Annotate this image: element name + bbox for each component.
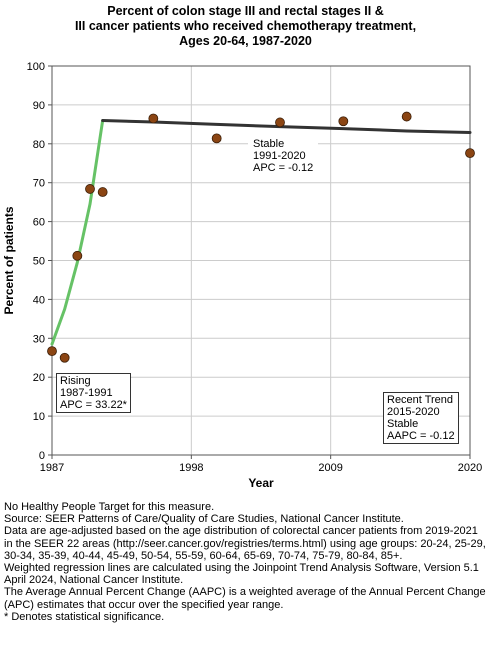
y-tick-label: 10 <box>33 411 45 423</box>
data-point <box>338 116 349 127</box>
y-tick-label: 0 <box>39 450 45 462</box>
annotation-rising-line-3: APC = 33.22* <box>60 399 127 411</box>
annotation-rising-line-2: 1987-1991 <box>60 387 113 399</box>
y-tick-label: 60 <box>33 217 45 229</box>
annotation-recent-line-3: Stable <box>387 418 419 430</box>
data-point <box>401 111 412 122</box>
y-tick-label: 80 <box>33 139 45 151</box>
x-tick-label: 2009 <box>318 462 342 474</box>
note-3: Data are age-adjusted based on the age d… <box>4 525 486 562</box>
data-point <box>148 113 159 124</box>
annotation-stable: Stable 1991-2020 APC = -0.12 <box>248 135 319 177</box>
trend-segment-2 <box>101 118 472 135</box>
annotation-rising-line-1: Rising <box>60 375 91 387</box>
annotation-recent-line-2: 2015-2020 <box>387 406 440 418</box>
annotation-stable-line-1: Stable <box>253 138 285 150</box>
x-axis-label: Year <box>248 476 274 490</box>
annotation-stable-line-3: APC = -0.12 <box>253 162 314 174</box>
y-tick-label: 40 <box>33 294 45 306</box>
note-2: Source: SEER Patterns of Care/Quality of… <box>4 513 404 526</box>
x-tick-label: 1998 <box>179 462 203 474</box>
annotation-stable-line-2: 1991-2020 <box>253 150 306 162</box>
y-axis-label: Percent of patients <box>2 206 16 314</box>
axis-ticks: 0 10 20 30 40 50 60 70 80 90 100 1987 1998 2009 2020 <box>27 61 483 474</box>
note-4: Weighted regression lines are calculated… <box>4 562 479 587</box>
note-1: No Healthy People Target for this measur… <box>4 501 215 513</box>
note-5: The Average Annual Percent Change (AAPC)… <box>4 586 486 611</box>
annotation-rising: Rising 1987-1991 APC = 33.22* <box>56 373 131 413</box>
data-points <box>47 111 475 363</box>
chart-title: Percent of colon stage III and rectal st… <box>0 4 491 49</box>
x-tick-label: 1987 <box>40 462 64 474</box>
y-tick-label: 50 <box>33 256 45 268</box>
note-6: * Denotes statistical significance. <box>4 610 165 623</box>
chart-title-line-2: III cancer patients who received chemoth… <box>74 19 417 33</box>
data-point <box>97 187 108 197</box>
data-point <box>465 148 475 159</box>
chart-title-line-1: Percent of colon stage III and rectal st… <box>107 4 384 18</box>
trend-segment-1 <box>50 118 105 346</box>
y-tick-label: 70 <box>33 178 45 190</box>
data-point <box>72 250 83 261</box>
y-tick-label: 20 <box>33 372 45 384</box>
y-tick-label: 100 <box>27 61 45 73</box>
data-point <box>85 184 95 194</box>
x-tick-label: 2020 <box>458 462 482 474</box>
data-point <box>47 346 57 357</box>
y-tick-label: 30 <box>33 333 45 345</box>
y-tick-label: 90 <box>33 100 45 112</box>
chart-title-line-3: Ages 20-64, 1987-2020 <box>179 34 312 48</box>
annotation-recent-line-1: Recent Trend <box>387 394 454 406</box>
annotation-recent-line-4: AAPC = -0.12 <box>387 430 455 442</box>
data-point <box>59 352 70 363</box>
footnotes: No Healthy People Target for this measur… <box>4 501 488 623</box>
data-point <box>211 133 222 144</box>
data-point <box>275 117 285 128</box>
annotation-recent-trend: Recent Trend 2015-2020 Stable AAPC = -0.… <box>383 392 459 444</box>
